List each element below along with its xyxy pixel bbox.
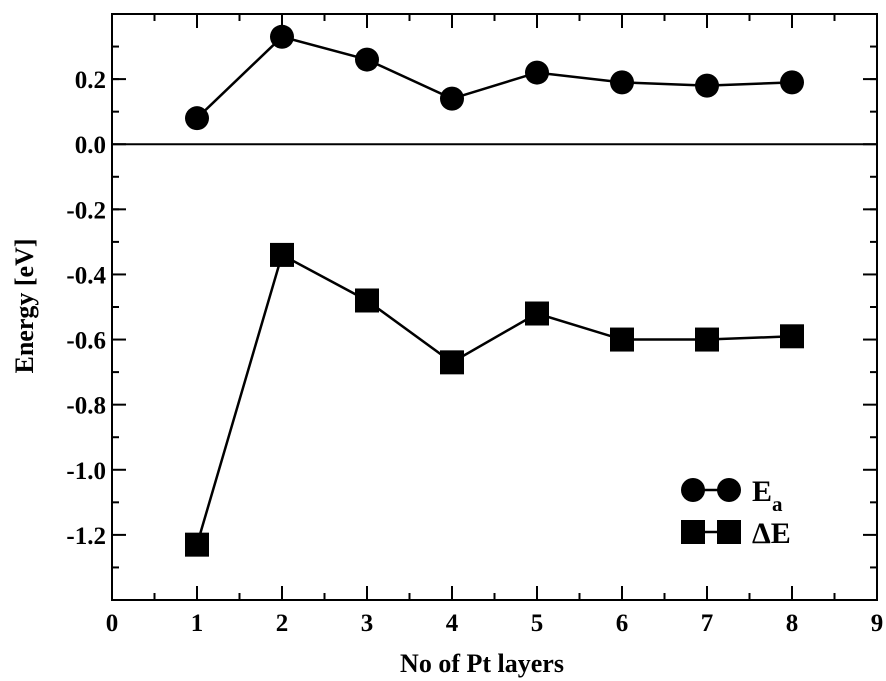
- plot-area: [111, 13, 878, 601]
- data-point-square: [185, 532, 209, 557]
- data-point-circle: [525, 60, 549, 85]
- tick-labels: 0 1 2 3 4 5 6 7 8 9 -1.2 -1.0 -0.8 -0.6 -0.4 -0.2 0.0 0.2: [66, 67, 883, 637]
- data-point-square: [780, 324, 804, 349]
- y-tick-label: -0.2: [66, 197, 106, 224]
- legend-marker-square: [717, 520, 741, 544]
- x-tick-label: 3: [361, 610, 374, 637]
- series-ea: [185, 24, 804, 131]
- data-point-circle: [185, 106, 209, 131]
- series-line: [196, 35, 793, 120]
- y-tick-label: 0.0: [75, 132, 106, 159]
- y-tick-label: 0.2: [75, 67, 106, 94]
- data-point-circle: [610, 70, 634, 95]
- data-point-square: [355, 288, 379, 313]
- y-tick-label: -1.0: [66, 458, 106, 485]
- legend-marker-circle: [681, 478, 705, 502]
- y-tick-label: -0.6: [66, 328, 106, 355]
- x-tick-label: 2: [276, 610, 289, 637]
- data-point-circle: [780, 70, 804, 95]
- x-tick-label: 5: [531, 610, 544, 637]
- series-delta-e: [185, 242, 804, 557]
- y-tick-label: -0.4: [66, 262, 106, 289]
- x-axis-title: No of Pt layers: [400, 649, 564, 678]
- data-point-circle: [355, 47, 379, 72]
- y-axis-title: Energy [eV]: [10, 238, 39, 373]
- legend-marker-circle: [717, 478, 741, 502]
- data-point-square: [440, 350, 464, 375]
- data-point-square: [610, 327, 634, 352]
- legend-entry: ΔE: [681, 517, 791, 550]
- x-tick-label: 4: [446, 610, 459, 637]
- data-series: [185, 24, 804, 557]
- y-tick-label: -1.2: [66, 523, 106, 550]
- axis-ticks: [111, 14, 878, 600]
- x-tick-label: 6: [616, 610, 629, 637]
- data-point-square: [695, 327, 719, 352]
- data-point-square: [270, 242, 294, 267]
- x-tick-label: 1: [191, 610, 204, 637]
- legend-label: Ea: [752, 475, 783, 516]
- data-point-square: [525, 301, 549, 326]
- y-tick-label: -0.8: [66, 393, 106, 420]
- legend-marker-square: [681, 520, 705, 544]
- x-tick-label: 7: [701, 610, 714, 637]
- data-point-circle: [695, 73, 719, 98]
- legend-label: ΔE: [752, 517, 791, 550]
- x-tick-label: 8: [786, 610, 799, 637]
- data-point-circle: [440, 86, 464, 111]
- series-line: [195, 253, 793, 546]
- x-tick-label: 9: [871, 610, 884, 637]
- x-tick-label: 0: [106, 610, 119, 637]
- data-point-circle: [270, 24, 294, 49]
- legend-entry: Ea: [681, 475, 783, 516]
- plot-frame: [111, 13, 878, 601]
